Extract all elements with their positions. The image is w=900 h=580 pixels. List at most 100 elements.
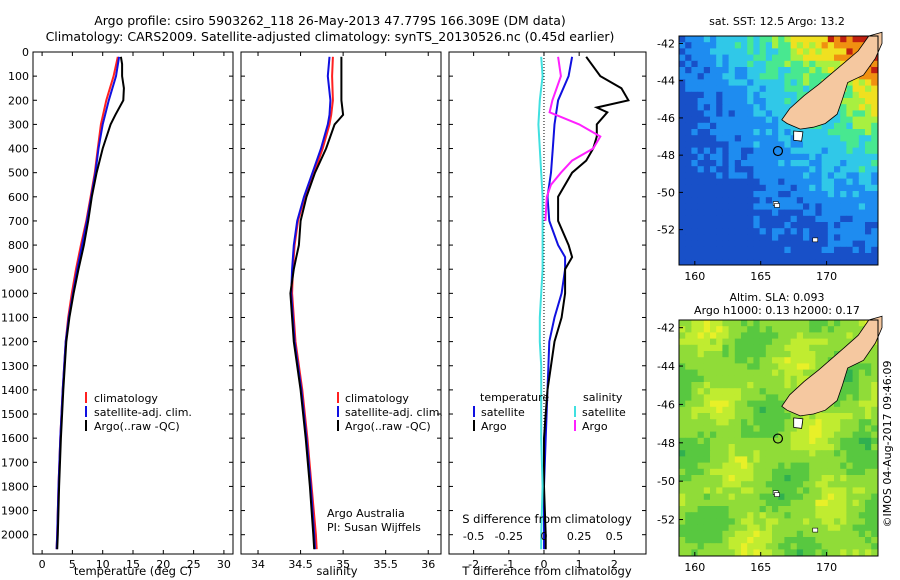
sst-cell bbox=[679, 79, 686, 87]
sst-cell bbox=[728, 253, 736, 260]
sst-cell bbox=[716, 184, 723, 192]
sst-cell bbox=[772, 104, 779, 111]
sla-cell bbox=[710, 375, 717, 383]
y-tick-label: 200 bbox=[8, 94, 29, 107]
sst-cell bbox=[765, 85, 773, 93]
sst-cell bbox=[852, 116, 860, 124]
sst-cell bbox=[697, 147, 705, 155]
sla-cell bbox=[722, 444, 730, 451]
sst-cell bbox=[753, 234, 761, 242]
sst-cell bbox=[858, 98, 866, 105]
sla-cell bbox=[759, 537, 767, 544]
sst-cell bbox=[728, 234, 736, 242]
sla-cell bbox=[778, 549, 785, 557]
sst-cell bbox=[710, 172, 717, 180]
sla-cell bbox=[846, 543, 854, 550]
sst-cell bbox=[815, 184, 823, 192]
sst-cell bbox=[871, 67, 878, 74]
sla-cell bbox=[716, 344, 723, 352]
map-y-tick-label: -44 bbox=[657, 360, 675, 373]
sla-cell bbox=[815, 338, 823, 346]
sla-cell bbox=[865, 487, 872, 495]
sst-cell bbox=[834, 160, 841, 167]
sla-cell bbox=[834, 481, 841, 488]
sst-cell bbox=[710, 166, 717, 173]
sla-cell bbox=[747, 493, 754, 501]
sla-cell bbox=[827, 425, 835, 433]
sst-cell bbox=[821, 203, 829, 211]
x-tick-label: 0 bbox=[39, 558, 46, 571]
sst-cell bbox=[741, 153, 748, 161]
sst-cell bbox=[784, 79, 792, 87]
sst-cell bbox=[778, 91, 785, 99]
sla-cell bbox=[778, 506, 785, 513]
sla-cell bbox=[753, 338, 761, 346]
sla-cell bbox=[784, 462, 792, 470]
sst-cell bbox=[728, 259, 736, 266]
sst-cell bbox=[796, 222, 804, 229]
sla-cell bbox=[753, 400, 761, 408]
map-mask bbox=[677, 556, 892, 564]
sla-cell bbox=[679, 388, 686, 395]
sla-cell bbox=[703, 481, 711, 488]
sla-cell bbox=[753, 499, 761, 507]
sla-cell bbox=[728, 419, 736, 426]
sst-cell bbox=[691, 228, 699, 235]
sla-cell bbox=[741, 499, 748, 507]
sst-cell bbox=[858, 222, 866, 229]
sst-cell bbox=[710, 160, 717, 167]
sla-cell bbox=[852, 543, 860, 550]
sst-cell bbox=[710, 259, 717, 266]
sst-cell bbox=[728, 160, 736, 167]
sla-cell bbox=[697, 437, 705, 445]
sla-cell bbox=[827, 468, 835, 476]
sst-cell bbox=[747, 203, 754, 211]
sla-cell bbox=[815, 487, 823, 495]
sst-cell bbox=[747, 215, 754, 223]
sst-cell bbox=[753, 191, 761, 198]
sst-cell bbox=[834, 203, 841, 211]
sst-cell bbox=[803, 234, 810, 242]
sla-cell bbox=[803, 512, 810, 519]
sst-cell bbox=[747, 209, 754, 217]
sst-cell bbox=[858, 209, 866, 217]
sst-cell bbox=[834, 253, 841, 260]
sst-cell bbox=[865, 253, 872, 260]
sst-cell bbox=[790, 91, 798, 99]
sla-cell bbox=[778, 512, 785, 519]
sst-cell bbox=[778, 240, 785, 248]
sla-cell bbox=[765, 369, 773, 377]
sst-cell bbox=[703, 197, 711, 204]
sla-cell bbox=[809, 487, 816, 495]
sla-cell bbox=[865, 462, 872, 470]
sst-cell bbox=[734, 122, 742, 130]
sst-cell bbox=[846, 42, 854, 49]
sla-cell bbox=[765, 481, 773, 488]
sst-cell bbox=[778, 197, 785, 204]
sla-cell bbox=[846, 468, 854, 476]
sst-cell bbox=[803, 253, 810, 260]
sst-cell bbox=[840, 110, 847, 118]
map-x-tick-label: 160 bbox=[684, 561, 705, 574]
sst-cell bbox=[815, 203, 823, 211]
sst-cell bbox=[691, 160, 699, 167]
sst-cell bbox=[691, 197, 699, 204]
sla-cell bbox=[685, 413, 692, 420]
sst-cell bbox=[846, 160, 854, 167]
sla-cell bbox=[728, 437, 736, 445]
sst-cell bbox=[815, 36, 823, 43]
sla-cell bbox=[821, 506, 829, 513]
sst-cell bbox=[778, 184, 785, 192]
sst-cell bbox=[871, 234, 878, 242]
sst-cell bbox=[759, 141, 767, 149]
sst-cell bbox=[722, 73, 730, 80]
sst-cell bbox=[784, 215, 792, 223]
sla-cell bbox=[827, 462, 835, 470]
sst-cell bbox=[691, 246, 699, 254]
sst-cell bbox=[858, 73, 866, 80]
sla-cell bbox=[703, 549, 711, 557]
sla-cell bbox=[784, 475, 792, 482]
sla-cell bbox=[846, 425, 854, 433]
sla-cell bbox=[790, 320, 798, 327]
sst-cell bbox=[871, 246, 878, 254]
